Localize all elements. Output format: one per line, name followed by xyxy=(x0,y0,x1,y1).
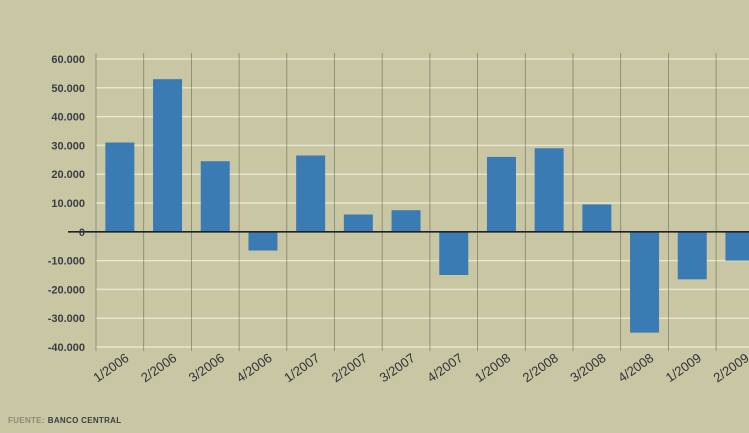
bars-layer xyxy=(105,79,749,333)
bar xyxy=(248,231,278,251)
y-tick-label: 20.000 xyxy=(51,169,85,181)
x-tick-label: 1/2007 xyxy=(281,350,322,385)
x-tick-label: 3/2008 xyxy=(567,350,608,385)
bar xyxy=(582,204,612,232)
x-tick-label: 4/2006 xyxy=(233,350,274,385)
y-tick-label: -10.000 xyxy=(48,256,85,268)
x-tick-label: 1/2009 xyxy=(663,350,704,385)
bar xyxy=(439,231,469,275)
y-tick-label: 60.000 xyxy=(51,54,85,66)
bar xyxy=(105,142,135,232)
bar xyxy=(486,156,516,232)
y-tick-label: 40.000 xyxy=(51,112,85,124)
bar xyxy=(343,214,373,232)
bar xyxy=(677,231,707,280)
source-note: FUENTE: BANCO CENTRAL xyxy=(8,416,121,425)
x-tick-label: 2/2007 xyxy=(329,350,370,385)
x-tick-label: 3/2007 xyxy=(377,350,418,385)
y-tick-label: 0 xyxy=(79,227,85,239)
bar xyxy=(391,210,421,232)
bar xyxy=(534,148,564,232)
y-tick-label: 10.000 xyxy=(51,198,85,210)
x-tick-label: 2/2009 xyxy=(710,350,749,385)
source-label: BANCO CENTRAL xyxy=(47,416,122,425)
bar xyxy=(630,231,660,333)
y-axis-labels: 60.000 50.000 40.000 30.000 20.000 10.000 0 -10… xyxy=(48,54,85,354)
x-tick-label: 4/2007 xyxy=(424,350,465,385)
bar xyxy=(296,155,326,232)
x-tick-label: 1/2008 xyxy=(472,350,513,385)
bar xyxy=(153,79,183,232)
y-tick-label: 50.000 xyxy=(51,83,85,95)
y-tick-label: 30.000 xyxy=(51,140,85,152)
x-axis-labels: 1/2006 2/2006 3/2006 4/2006 1/2007 2/2007 3/20… xyxy=(90,350,749,385)
x-tick-label: 3/2006 xyxy=(186,350,227,385)
source-prefix: FUENTE: xyxy=(8,416,45,425)
y-tick-label: -20.000 xyxy=(48,284,85,296)
x-tick-label: 2/2008 xyxy=(520,350,561,385)
bar xyxy=(200,161,230,232)
x-tick-label: 2/2006 xyxy=(138,350,179,385)
y-tick-label: -40.000 xyxy=(48,342,85,354)
bar xyxy=(725,231,749,261)
x-tick-label: 1/2006 xyxy=(90,350,131,385)
x-tick-label: 4/2008 xyxy=(615,350,656,385)
y-tick-label: -30.000 xyxy=(48,313,85,325)
